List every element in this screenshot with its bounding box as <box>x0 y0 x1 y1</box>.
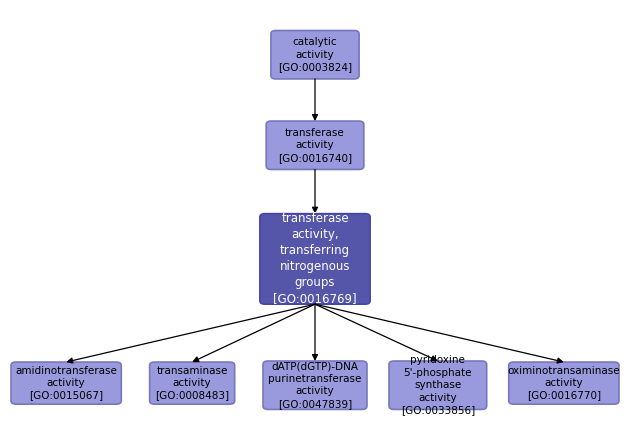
Text: dATP(dGTP)-DNA
purinetransferase
activity
[GO:0047839]: dATP(dGTP)-DNA purinetransferase activit… <box>268 362 362 409</box>
FancyBboxPatch shape <box>509 362 619 404</box>
FancyBboxPatch shape <box>260 213 370 304</box>
Text: amidinotransferase
activity
[GO:0015067]: amidinotransferase activity [GO:0015067] <box>15 366 117 400</box>
FancyBboxPatch shape <box>389 361 486 409</box>
Text: transaminase
activity
[GO:0008483]: transaminase activity [GO:0008483] <box>155 366 229 400</box>
FancyBboxPatch shape <box>263 361 367 409</box>
Text: transferase
activity,
transferring
nitrogenous
groups
[GO:0016769]: transferase activity, transferring nitro… <box>273 213 357 305</box>
Text: catalytic
activity
[GO:0003824]: catalytic activity [GO:0003824] <box>278 37 352 72</box>
FancyBboxPatch shape <box>11 362 121 404</box>
Text: transferase
activity
[GO:0016740]: transferase activity [GO:0016740] <box>278 128 352 163</box>
Text: oximinotransaminase
activity
[GO:0016770]: oximinotransaminase activity [GO:0016770… <box>508 366 620 400</box>
FancyBboxPatch shape <box>266 121 364 169</box>
Text: pyridoxine
5'-phosphate
synthase
activity
[GO:0033856]: pyridoxine 5'-phosphate synthase activit… <box>401 355 475 415</box>
FancyBboxPatch shape <box>271 30 359 79</box>
FancyBboxPatch shape <box>150 362 234 404</box>
